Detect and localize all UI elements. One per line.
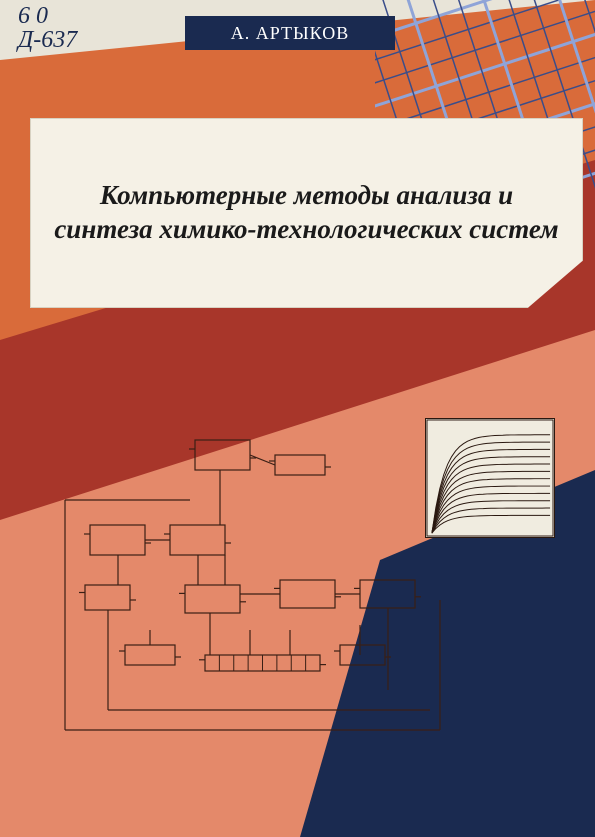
library-catalog-mark: 6 0 Д-637: [18, 4, 77, 52]
stripe: [395, 752, 565, 758]
author-name: А. АРТЫКОВ: [231, 23, 349, 44]
book-cover: 6 0 Д-637 А. АРТЫКОВ Компьютерные методы…: [0, 0, 595, 837]
title-panel: Компьютерные методы анализа и синтеза хи…: [30, 118, 583, 308]
stripe: [395, 767, 565, 773]
author-plate: А. АРТЫКОВ: [185, 16, 395, 50]
book-title: Компьютерные методы анализа и синтеза хи…: [31, 179, 582, 247]
library-mark-line1: 6 0: [18, 4, 77, 28]
library-mark-line2: Д-637: [18, 28, 77, 52]
bottom-stripes: [395, 737, 565, 807]
stripe: [395, 797, 565, 803]
stripe: [395, 737, 565, 743]
stripe: [395, 782, 565, 788]
process-schematic: [50, 430, 470, 760]
